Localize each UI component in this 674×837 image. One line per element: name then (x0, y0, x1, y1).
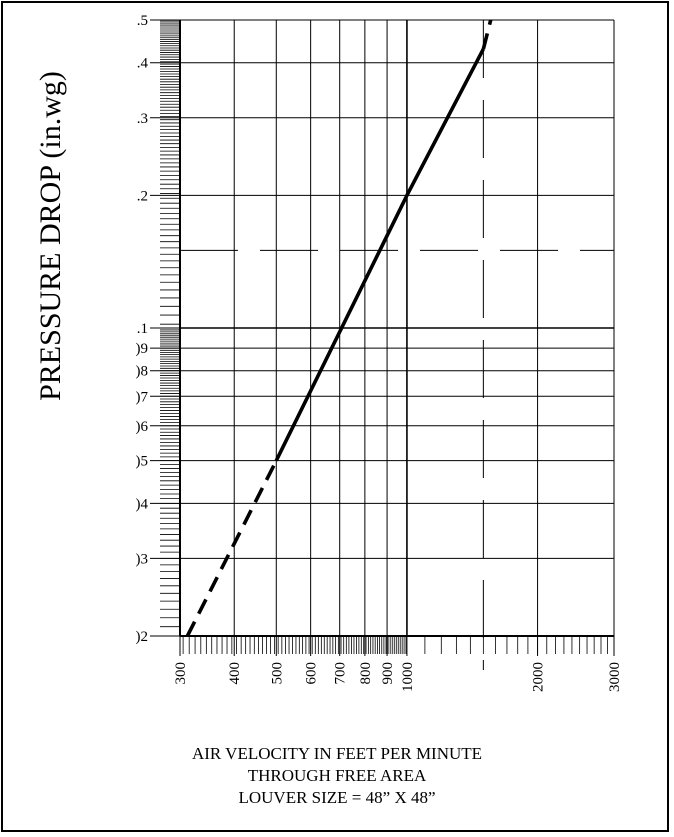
x-axis-title-line-2: THROUGH FREE AREA (247, 766, 427, 785)
x-tick-label: 800 (358, 662, 374, 685)
y-tick-label: )6 (136, 419, 149, 435)
x-tick-label: 2000 (531, 662, 547, 692)
x-axis-title-line-3: LOUVER SIZE = 48” X 48” (238, 788, 436, 807)
x-axis-title-line-1: AIR VELOCITY IN FEET PER MINUTE (191, 744, 483, 763)
y-tick-label: )2 (136, 629, 149, 645)
axis-layer (179, 20, 614, 637)
y-tick-label: )3 (136, 551, 149, 567)
x-tick-label: 400 (227, 662, 243, 685)
y-tick-label: .1 (137, 321, 148, 337)
y-tick-label: .5 (137, 13, 148, 29)
x-tick-label: 1000 (400, 662, 416, 692)
y-tick-label: )7 (136, 389, 149, 405)
x-tick-label: 500 (269, 662, 285, 685)
minor-tick-layer (150, 19, 615, 656)
y-tick-label: )9 (136, 341, 149, 357)
x-tick-label: 700 (333, 662, 349, 685)
y-axis-title: PRESSURE DROP (in.wg) (34, 71, 67, 401)
y-tick-label: .2 (137, 188, 148, 204)
pressure-drop-curve-segment-3 (481, 19, 493, 50)
y-tick-label: .4 (137, 56, 149, 72)
y-tick-label-layer: .5 .4 .3 .2 .1 )9 )8 )7 )6 )5 )4 )3 )2 (136, 13, 149, 645)
y-tick-label: )8 (136, 364, 149, 380)
x-tick-label: 600 (304, 662, 320, 685)
y-tick-label: .3 (137, 111, 148, 127)
y-tick-label: )4 (136, 496, 149, 512)
x-tick-label-layer: 300 400 500 600 700 800 900 1000 2000 3000 (173, 662, 623, 692)
grid-layer (179, 19, 615, 670)
series-layer (185, 19, 493, 637)
y-tick-label: )5 (136, 454, 149, 470)
pressure-drop-curve-segment-1 (185, 459, 278, 637)
x-tick-label: 900 (380, 662, 396, 685)
pressure-drop-curve-segment-2 (274, 48, 485, 462)
x-tick-label: 3000 (607, 662, 623, 692)
x-tick-label: 300 (173, 662, 189, 685)
